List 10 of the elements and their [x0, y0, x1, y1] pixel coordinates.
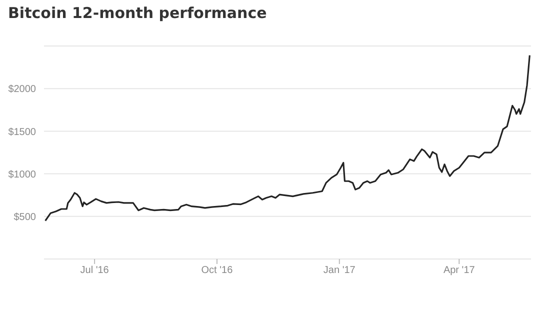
y-tick-label: $1500 [8, 126, 36, 138]
chart-title: Bitcoin 12-month performance [8, 4, 267, 22]
y-tick-label: $2000 [8, 84, 36, 96]
line-series [44, 54, 530, 222]
y-tick-label: $1000 [8, 169, 36, 180]
y-tick-label: $500 [14, 212, 36, 223]
x-tick-label: Apr '17 [443, 265, 476, 276]
x-tick-label: Jan '17 [323, 265, 356, 276]
x-tick-label: Jul '16 [80, 265, 110, 276]
x-tick-label: Oct '16 [201, 265, 234, 276]
